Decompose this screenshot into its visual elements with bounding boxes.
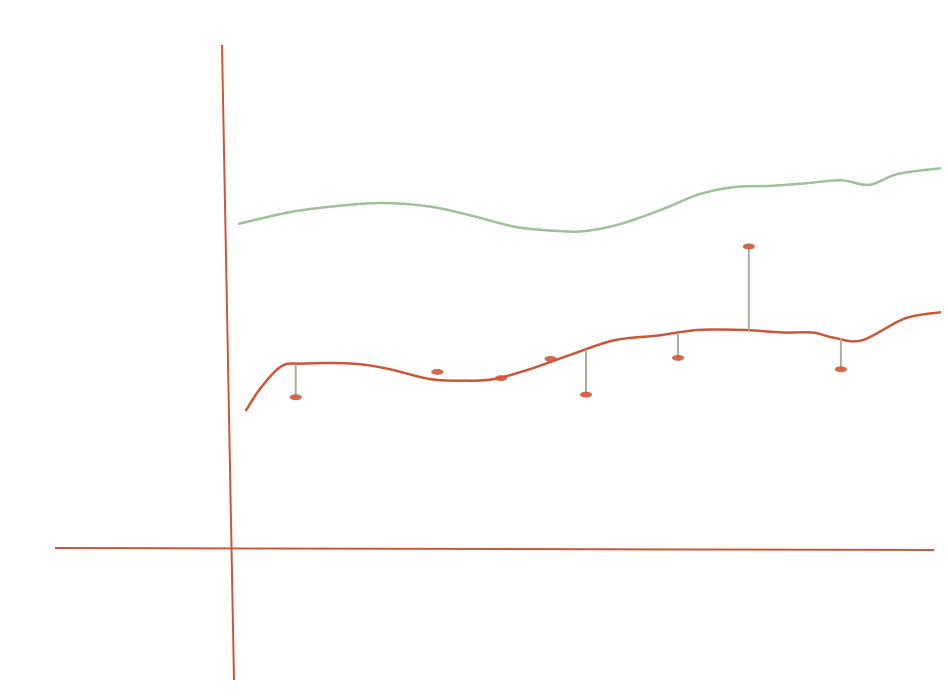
data-point-8 (835, 366, 847, 372)
data-point-6 (672, 355, 684, 361)
series-line-1 (239, 168, 940, 231)
data-point-5 (580, 392, 592, 398)
series-line-2 (246, 312, 940, 410)
data-point-4 (545, 356, 557, 362)
x-axis (55, 548, 934, 550)
y-axis (222, 45, 234, 680)
data-point-3 (495, 375, 507, 381)
data-point-7 (743, 244, 755, 250)
data-point-1 (290, 394, 302, 400)
data-point-2 (431, 369, 443, 375)
